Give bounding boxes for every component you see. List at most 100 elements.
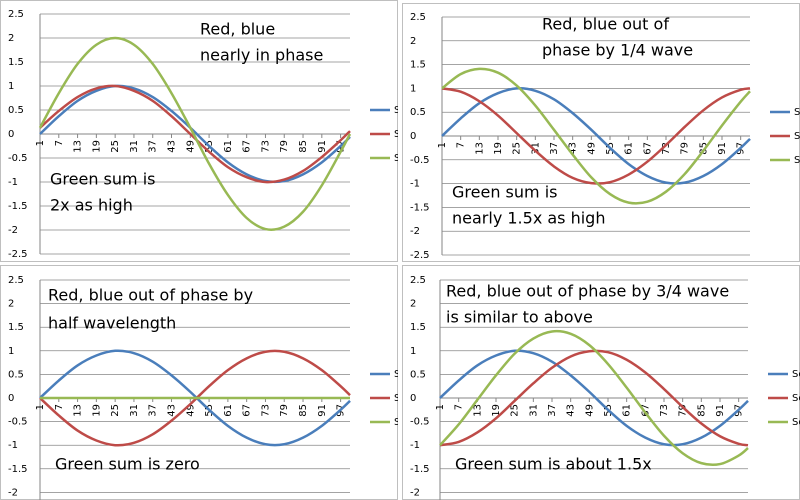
x-tick-label: 49 xyxy=(185,404,196,417)
series-line xyxy=(39,349,351,447)
y-tick-label: 1.5 xyxy=(410,322,426,333)
x-tick-label: 43 xyxy=(167,404,178,417)
series-line xyxy=(441,87,751,185)
series-line xyxy=(39,349,351,447)
y-tick-label: -2 xyxy=(410,226,420,237)
panel-border xyxy=(402,3,800,262)
x-tick-label: 19 xyxy=(91,140,102,153)
series-line xyxy=(439,349,749,447)
x-tick-label: 19 xyxy=(493,142,504,155)
y-tick-label: 2 xyxy=(410,36,416,47)
x-tick-label: 37 xyxy=(148,404,159,417)
x-tick-label: 31 xyxy=(528,404,539,417)
y-tick-label: 0.5 xyxy=(410,107,426,118)
y-tick-label: 1.5 xyxy=(8,322,24,333)
legend-label: Series2 xyxy=(394,393,431,404)
x-tick-label: 1 xyxy=(435,404,446,410)
y-tick-label: -1 xyxy=(410,179,420,190)
y-tick-label: -2 xyxy=(8,487,18,498)
x-tick-label: 1 xyxy=(35,404,46,410)
x-tick-label: 13 xyxy=(73,140,84,153)
x-tick-label: 91 xyxy=(715,404,726,417)
x-tick-label: 37 xyxy=(148,140,159,153)
x-tick-label: 67 xyxy=(642,142,653,155)
y-tick-label: 2 xyxy=(8,299,14,310)
y-tick-label: -1.5 xyxy=(8,464,28,475)
x-tick-label: 79 xyxy=(279,140,290,153)
x-tick-label: 61 xyxy=(223,140,234,153)
x-tick-label: 73 xyxy=(661,142,672,155)
y-tick-label: 0.5 xyxy=(8,369,24,380)
y-tick-label: 0 xyxy=(410,131,416,142)
panel-border xyxy=(0,265,398,500)
x-tick-label: 61 xyxy=(622,404,633,417)
annotation: Red, blue xyxy=(200,20,275,39)
y-tick-label: -2.5 xyxy=(8,249,28,260)
x-tick-label: 85 xyxy=(298,140,309,153)
x-tick-label: 79 xyxy=(680,142,691,155)
legend-label: Series1 xyxy=(394,369,431,380)
series-line xyxy=(439,349,749,447)
annotation: Green sum is zero xyxy=(55,455,200,474)
legend-label: Series3 xyxy=(394,153,431,164)
x-tick-label: 43 xyxy=(568,142,579,155)
x-tick-label: 31 xyxy=(530,142,541,155)
series-line xyxy=(441,87,751,185)
legend-label: Series3 xyxy=(794,155,800,166)
x-tick-label: 91 xyxy=(317,140,328,153)
legend-label: Series3 xyxy=(394,417,431,428)
y-tick-label: 2.5 xyxy=(8,275,24,286)
x-tick-label: 61 xyxy=(624,142,635,155)
x-tick-label: 19 xyxy=(491,404,502,417)
annotation: is similar to above xyxy=(446,308,593,327)
x-tick-label: 25 xyxy=(510,404,521,417)
x-tick-label: 1 xyxy=(35,140,46,146)
annotation: 2x as high xyxy=(50,196,133,215)
x-tick-label: 1 xyxy=(437,142,448,148)
y-tick-label: -1.5 xyxy=(410,464,430,475)
chart-panel: -2.5-2-1.5-1-0.500.511.522.5171319253137… xyxy=(402,265,800,500)
annotation: half wavelength xyxy=(48,314,176,333)
y-tick-label: -1 xyxy=(410,440,420,451)
y-tick-label: 0 xyxy=(410,393,416,404)
annotation: phase by 1/4 wave xyxy=(542,41,693,60)
series-line xyxy=(439,329,749,467)
x-tick-label: 7 xyxy=(454,404,465,410)
annotation: Green sum is xyxy=(50,170,155,189)
x-tick-label: 49 xyxy=(584,404,595,417)
y-tick-label: 2.5 xyxy=(8,9,24,20)
y-tick-label: 1 xyxy=(8,81,14,92)
y-tick-label: -1 xyxy=(8,440,18,451)
x-tick-label: 85 xyxy=(696,404,707,417)
y-tick-label: 0 xyxy=(8,393,14,404)
x-tick-label: 67 xyxy=(242,140,253,153)
y-tick-label: -0.5 xyxy=(410,417,430,428)
y-tick-label: 2 xyxy=(410,299,416,310)
y-tick-label: 2 xyxy=(8,33,14,44)
y-tick-label: 1.5 xyxy=(8,57,24,68)
series-line xyxy=(441,67,751,205)
x-tick-label: 19 xyxy=(91,404,102,417)
y-tick-label: -0.5 xyxy=(8,417,28,428)
x-tick-label: 79 xyxy=(678,404,689,417)
annotation: Red, blue out of xyxy=(542,15,669,34)
x-tick-label: 61 xyxy=(223,404,234,417)
legend-label: Series1 xyxy=(794,107,800,118)
legend-label: Series1 xyxy=(394,105,431,116)
x-tick-label: 73 xyxy=(659,404,670,417)
x-tick-label: 67 xyxy=(242,404,253,417)
y-tick-label: -2 xyxy=(8,225,18,236)
x-tick-label: 25 xyxy=(110,404,121,417)
x-tick-label: 7 xyxy=(456,142,467,148)
x-tick-label: 73 xyxy=(260,140,271,153)
x-tick-label: 31 xyxy=(129,404,140,417)
y-tick-label: 1 xyxy=(410,83,416,94)
legend-label: Series2 xyxy=(394,129,431,140)
y-tick-label: 0.5 xyxy=(8,105,24,116)
x-tick-label: 25 xyxy=(512,142,523,155)
legend-label: Series3 xyxy=(792,417,800,428)
x-tick-label: 67 xyxy=(640,404,651,417)
series-line xyxy=(38,36,352,231)
